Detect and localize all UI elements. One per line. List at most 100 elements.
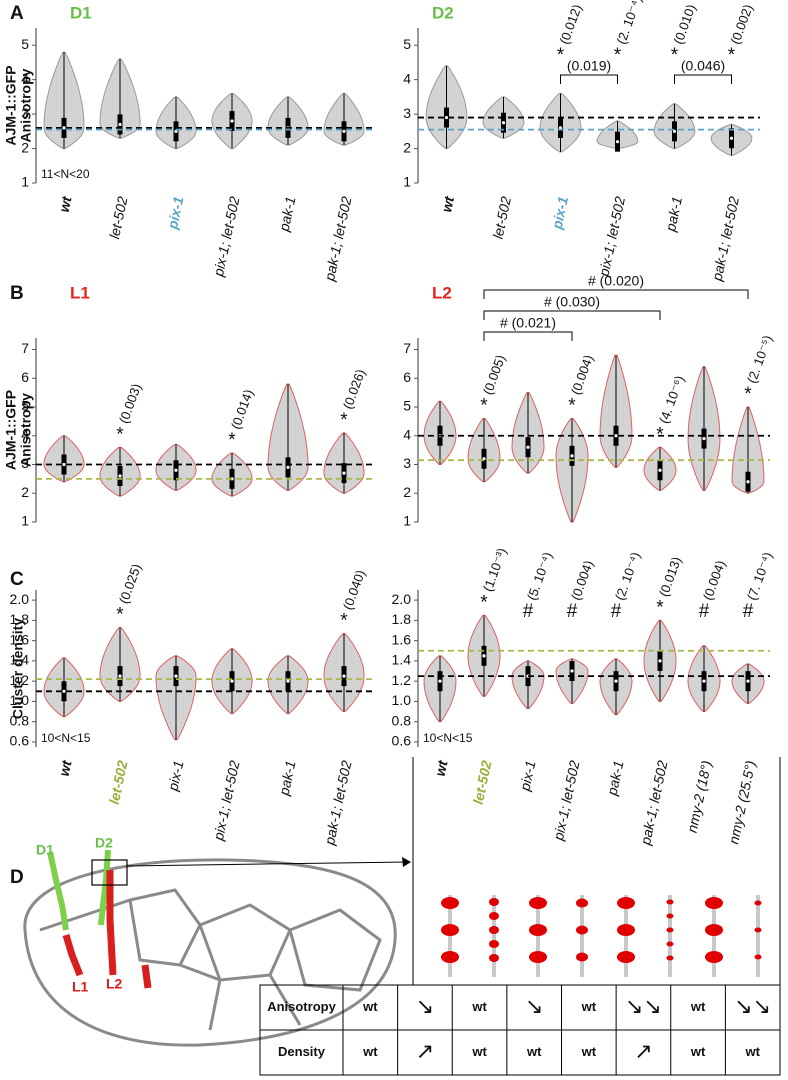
x-tick-label: nmy-2 (18°) <box>684 759 715 834</box>
bracket-label: (0.019) <box>567 58 611 74</box>
significance-marker: * <box>614 45 622 66</box>
median-dot <box>729 136 734 140</box>
x-tick-label: pak-1; let-502 <box>708 195 742 283</box>
cluster <box>489 898 499 906</box>
y-tick-label: 1 <box>403 513 411 529</box>
y-tick-label: 1.2 <box>10 672 30 688</box>
y-tick-label: 0.8 <box>392 712 412 728</box>
row-header: Anisotropy <box>267 999 336 1014</box>
cluster <box>489 940 499 948</box>
median-dot <box>570 669 574 673</box>
y-axis-label: AJM-1::GFP <box>3 65 19 145</box>
p-value: (0.003) <box>116 382 144 426</box>
y-tick-label: 4 <box>403 70 411 86</box>
y-tick-label: 1.4 <box>10 652 30 668</box>
diagram-label: L2 <box>106 976 123 992</box>
arrow-head <box>402 857 411 867</box>
cluster <box>705 924 723 936</box>
x-tick-label: pix-1; let-502 <box>595 195 628 279</box>
table-cell: wt <box>581 999 597 1014</box>
median-dot <box>118 122 122 127</box>
median-dot <box>174 129 178 133</box>
x-tick-label: pak-1 <box>275 759 298 798</box>
median-dot <box>174 468 178 472</box>
y-tick-label: 1.4 <box>392 652 412 668</box>
panel-letter: A <box>10 3 24 24</box>
p-value: (0.040) <box>340 568 368 612</box>
chart-title: L2 <box>432 283 452 302</box>
y-tick-label: 2 <box>403 484 411 500</box>
cluster <box>666 941 674 947</box>
cluster <box>705 951 723 963</box>
table-cell: wt <box>362 999 378 1014</box>
cluster <box>617 897 635 909</box>
significance-marker: * <box>656 424 664 445</box>
y-tick-label: 2.0 <box>392 591 412 607</box>
significance-marker: # <box>567 601 578 622</box>
y-tick-label: 1.6 <box>392 631 412 647</box>
y-tick-label: 1 <box>403 174 411 190</box>
x-tick-label: pix-1; let-502 <box>210 195 243 279</box>
x-tick-label: wt <box>56 194 75 214</box>
y-axis-label: Cluster density <box>10 618 26 719</box>
chart-title: D2 <box>432 3 454 22</box>
sample-size-note: 11<N<20 <box>41 167 90 181</box>
diagram-label: D2 <box>95 835 113 851</box>
y-tick-label: 1.0 <box>10 692 30 708</box>
x-tick-label: pak-1 <box>603 759 626 798</box>
cluster <box>576 925 588 935</box>
chart-title: L1 <box>70 283 90 302</box>
x-tick-label: nmy-2 (25.5°) <box>725 759 758 845</box>
significance-marker: * <box>340 410 348 431</box>
cluster <box>754 927 762 933</box>
x-tick-label: pix-1 <box>164 759 186 793</box>
median-dot <box>614 679 618 683</box>
y-tick-label: 2.0 <box>10 591 30 607</box>
diagram-label: D1 <box>36 842 54 858</box>
median-dot <box>658 659 662 663</box>
median-dot <box>501 121 506 125</box>
bracket <box>674 74 732 84</box>
table-cell: wt <box>526 1044 542 1059</box>
cluster <box>489 926 499 934</box>
p-value: (0.026) <box>340 367 368 411</box>
x-tick-label: pak-1 <box>662 195 685 234</box>
junction-d1 <box>47 851 69 931</box>
x-tick-label: wt <box>438 194 457 214</box>
y-tick-label: 1.0 <box>392 692 412 708</box>
zoom-box <box>91 859 128 886</box>
panel-letter: B <box>10 283 24 304</box>
significance-marker: * <box>656 597 664 618</box>
y-tick-label: 2 <box>21 484 29 500</box>
significance-marker: * <box>728 45 736 66</box>
cluster <box>666 955 674 961</box>
p-value: (0.012) <box>556 2 584 46</box>
y-tick-label: 0.6 <box>392 733 412 749</box>
p-value: (2. 10⁻⁴) <box>612 550 643 602</box>
row-header: Density <box>278 1044 326 1059</box>
median-dot <box>526 445 530 449</box>
y-tick-label: 4 <box>403 426 411 442</box>
median-dot <box>438 679 442 683</box>
y-tick-label: 1.6 <box>10 631 30 647</box>
y-axis-label: Anisotropy <box>18 393 34 467</box>
x-tick-label: let-502 <box>470 759 495 806</box>
p-value: (0.002) <box>727 2 755 46</box>
median-dot <box>672 129 677 133</box>
cluster <box>754 954 762 960</box>
cluster <box>529 897 547 909</box>
bracket-label: # (0.030) <box>544 294 600 310</box>
sample-size-note: 10<N<15 <box>41 731 91 745</box>
table-cell: wt <box>471 1044 487 1059</box>
median-dot <box>570 454 574 458</box>
p-value: (0.004) <box>568 353 596 397</box>
y-tick-label: 1 <box>21 513 29 529</box>
panel-letter: C <box>10 569 24 590</box>
y-tick-label: 4 <box>21 70 29 86</box>
bracket-label: # (0.021) <box>500 315 556 331</box>
y-tick-label: 3 <box>403 455 411 471</box>
p-value: (2. 10⁻⁴) <box>613 0 644 46</box>
y-tick-label: 2 <box>21 139 29 155</box>
significance-marker: * <box>340 611 348 632</box>
x-tick-label: let-502 <box>106 195 131 240</box>
